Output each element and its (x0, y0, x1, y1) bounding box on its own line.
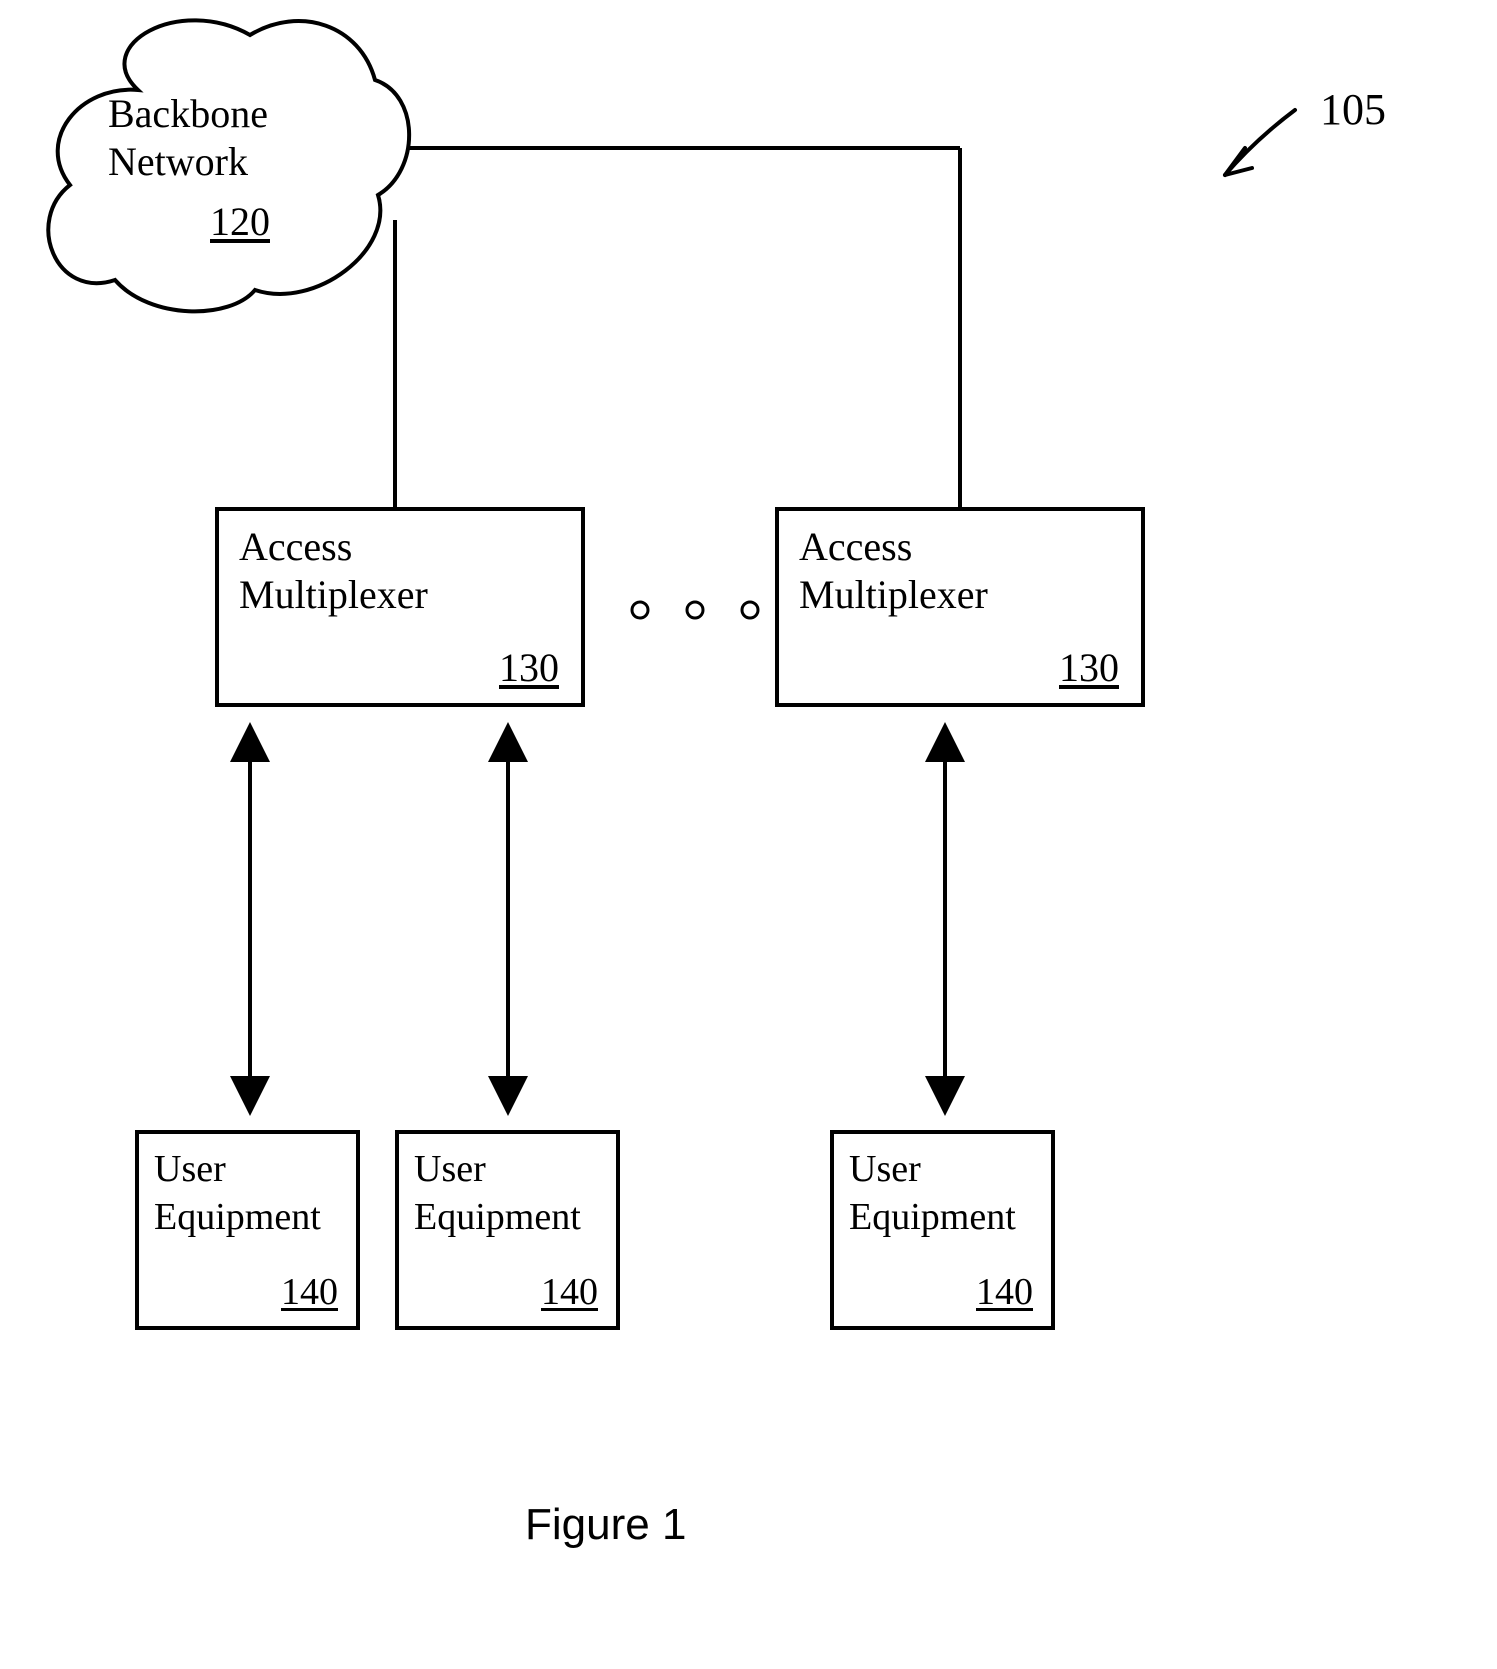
diagram-root: Backbone Network 120 105 Access Multiple… (0, 0, 1497, 1669)
cloud-label-line1: Backbone (108, 92, 268, 137)
cloud-label-line2: Network (108, 140, 248, 185)
diagram-connectors-svg (0, 0, 1497, 1669)
figure-ref-number: 105 (1320, 85, 1386, 134)
node-user-equipment-3: User Equipment 140 (830, 1130, 1055, 1330)
muxL-label-line2: Multiplexer (239, 573, 428, 618)
ellipsis-dots (632, 602, 758, 618)
figure-ref-arrow (1225, 110, 1295, 175)
muxL-label-line1: Access (239, 525, 352, 570)
ue1-ref: 140 (281, 1270, 338, 1314)
ue3-label-line1: User (849, 1148, 921, 1191)
ue3-label-line2: Equipment (849, 1196, 1016, 1239)
ue2-label-line1: User (414, 1148, 486, 1191)
node-access-mux-right: Access Multiplexer 130 (775, 507, 1145, 707)
ue1-label-line1: User (154, 1148, 226, 1191)
node-user-equipment-2: User Equipment 140 (395, 1130, 620, 1330)
node-user-equipment-1: User Equipment 140 (135, 1130, 360, 1330)
ue2-label-line2: Equipment (414, 1196, 581, 1239)
ue2-ref: 140 (541, 1270, 598, 1314)
node-access-mux-left: Access Multiplexer 130 (215, 507, 585, 707)
cloud-ref: 120 (210, 198, 270, 245)
muxR-ref: 130 (1059, 644, 1119, 691)
ue1-label-line2: Equipment (154, 1196, 321, 1239)
muxR-label-line2: Multiplexer (799, 573, 988, 618)
muxL-ref: 130 (499, 644, 559, 691)
figure-caption: Figure 1 (525, 1500, 686, 1550)
ue3-ref: 140 (976, 1270, 1033, 1314)
muxR-label-line1: Access (799, 525, 912, 570)
